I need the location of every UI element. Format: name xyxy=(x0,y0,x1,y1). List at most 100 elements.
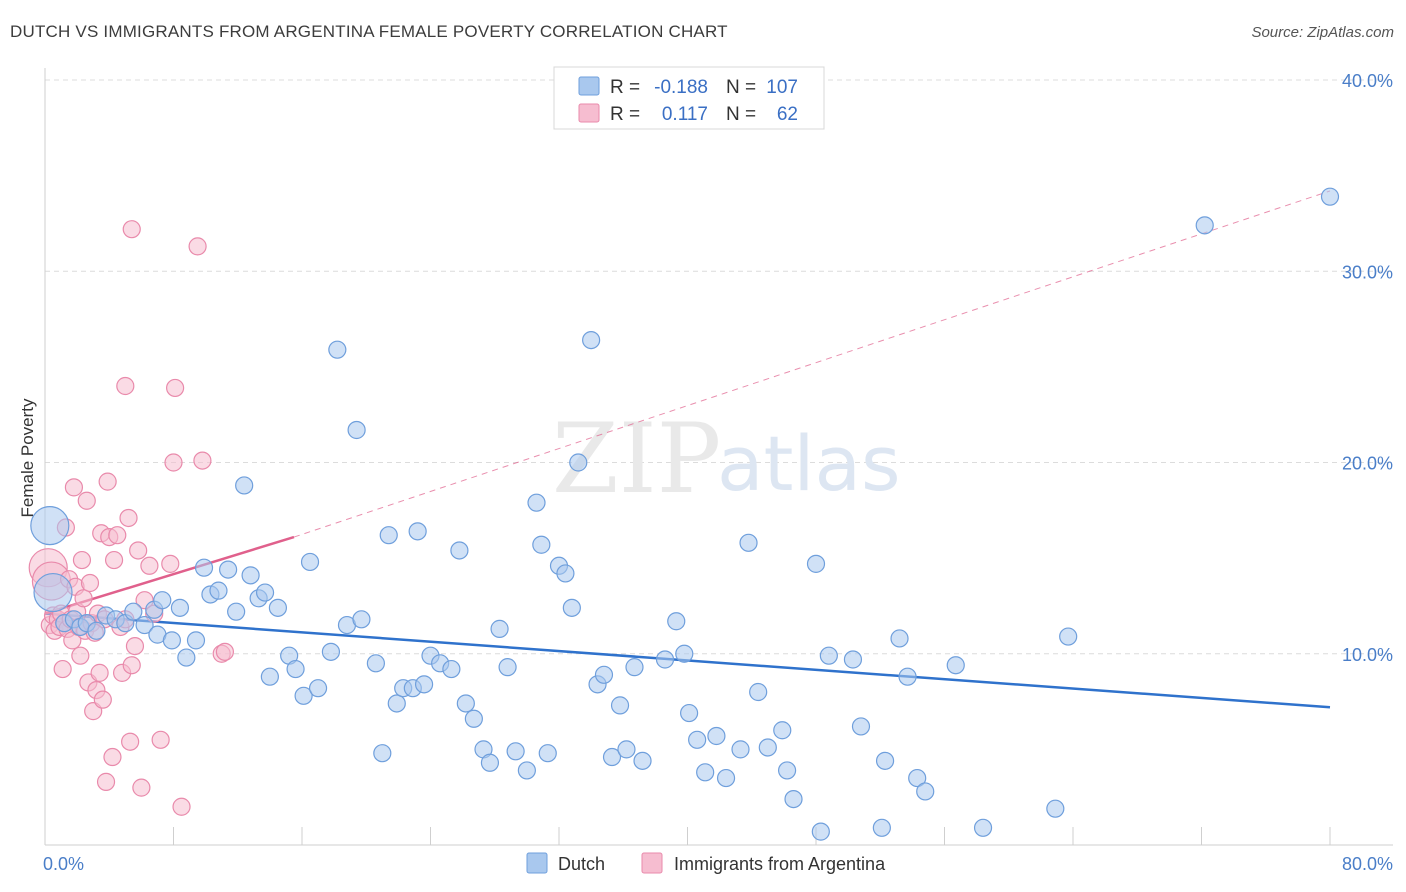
point-dutch-1 xyxy=(33,572,73,613)
point-dutch-100 xyxy=(916,782,935,801)
point-dutch-88 xyxy=(777,761,797,780)
bottom-legend-label-dutch: Dutch xyxy=(558,854,605,874)
point-dutch-55 xyxy=(480,753,500,772)
y-tick-label-30: 30.0% xyxy=(1342,262,1393,282)
chart-title: DUTCH VS IMMIGRANTS FROM ARGENTINA FEMAL… xyxy=(10,22,728,41)
point-dutch-85 xyxy=(749,682,768,702)
watermark-atlas: atlas xyxy=(717,419,901,508)
point-dutch-70 xyxy=(602,747,622,767)
point-dutch-84 xyxy=(739,533,758,552)
point-argentina-59 xyxy=(188,237,207,256)
point-dutch-103 xyxy=(1046,799,1065,818)
bottom-legend-label-argentina: Immigrants from Argentina xyxy=(674,854,886,874)
point-dutch-96 xyxy=(875,751,895,770)
point-dutch-21 xyxy=(209,581,228,600)
point-dutch-106 xyxy=(1320,187,1340,206)
point-argentina-21 xyxy=(74,589,93,608)
point-argentina-60 xyxy=(193,451,212,470)
point-dutch-34 xyxy=(308,679,328,698)
point-dutch-19 xyxy=(194,558,214,577)
point-dutch-73 xyxy=(625,658,644,677)
y-tick-label-20: 20.0% xyxy=(1342,454,1393,474)
point-dutch-6 xyxy=(87,621,106,640)
point-argentina-47 xyxy=(125,636,145,656)
point-dutch-29 xyxy=(268,598,288,617)
point-argentina-38 xyxy=(103,747,122,767)
point-dutch-72 xyxy=(617,740,636,759)
point-dutch-105 xyxy=(1195,216,1214,235)
point-dutch-69 xyxy=(594,665,614,684)
point-dutch-94 xyxy=(851,717,871,736)
point-dutch-36 xyxy=(328,340,347,359)
point-argentina-20 xyxy=(72,550,92,570)
point-argentina-23 xyxy=(77,491,96,510)
point-dutch-81 xyxy=(707,726,726,746)
point-dutch-40 xyxy=(366,654,385,673)
point-argentina-45 xyxy=(121,732,140,751)
point-dutch-15 xyxy=(162,631,181,650)
point-dutch-50 xyxy=(442,659,461,679)
point-argentina-46 xyxy=(122,656,141,675)
point-dutch-74 xyxy=(633,751,652,770)
point-dutch-14 xyxy=(153,591,172,610)
point-argentina-49 xyxy=(132,778,151,797)
point-dutch-23 xyxy=(227,602,246,621)
point-dutch-17 xyxy=(177,648,196,667)
point-dutch-46 xyxy=(408,522,427,541)
point-dutch-59 xyxy=(517,761,536,780)
point-argentina-39 xyxy=(104,550,124,570)
point-dutch-56 xyxy=(490,619,509,638)
point-dutch-82 xyxy=(716,768,736,788)
point-dutch-31 xyxy=(286,659,305,679)
legend-r-label-argentina: R = xyxy=(610,104,640,125)
point-dutch-64 xyxy=(556,564,575,583)
point-dutch-61 xyxy=(532,535,551,554)
point-dutch-98 xyxy=(898,667,917,686)
legend-n-label-dutch: N = xyxy=(726,77,756,98)
point-dutch-87 xyxy=(773,721,792,740)
legend-swatch-dutch xyxy=(578,76,600,96)
point-dutch-43 xyxy=(387,694,406,713)
point-dutch-0 xyxy=(30,506,70,546)
point-dutch-24 xyxy=(235,476,254,495)
point-dutch-33 xyxy=(300,552,320,572)
point-dutch-58 xyxy=(506,742,525,761)
point-argentina-58 xyxy=(164,453,183,472)
point-dutch-80 xyxy=(696,763,715,782)
source-label: Source: ZipAtlas.com xyxy=(1251,24,1394,41)
point-argentina-62 xyxy=(215,642,234,661)
point-argentina-19 xyxy=(71,646,90,665)
point-argentina-36 xyxy=(98,472,117,491)
point-dutch-25 xyxy=(241,566,260,585)
y-tick-label-40: 40.0% xyxy=(1342,71,1393,91)
point-argentina-35 xyxy=(96,772,116,791)
point-dutch-76 xyxy=(667,612,686,631)
point-argentina-31 xyxy=(90,663,109,682)
legend-n-label-argentina: N = xyxy=(726,104,756,125)
point-argentina-57 xyxy=(166,378,185,398)
legend-r-label-dutch: R = xyxy=(610,77,640,98)
point-dutch-35 xyxy=(321,642,341,661)
point-dutch-79 xyxy=(688,730,707,749)
legend-n-value-argentina: 62 xyxy=(777,104,798,125)
axes: 0.0% 80.0% xyxy=(43,68,1393,874)
y-tick-label-10: 10.0% xyxy=(1342,645,1393,665)
point-dutch-16 xyxy=(170,598,190,617)
point-dutch-86 xyxy=(758,738,777,757)
legend-r-value-argentina: 0.117 xyxy=(662,104,708,125)
point-dutch-101 xyxy=(946,656,965,675)
point-argentina-54 xyxy=(122,220,141,239)
point-dutch-62 xyxy=(538,744,557,763)
point-dutch-22 xyxy=(219,560,238,579)
point-argentina-15 xyxy=(64,478,84,497)
point-dutch-95 xyxy=(872,818,891,837)
point-argentina-25 xyxy=(80,573,100,593)
bottom-legend-swatch-argentina xyxy=(641,852,663,874)
point-argentina-56 xyxy=(161,554,180,573)
legend-n-value-dutch: 107 xyxy=(766,77,798,98)
point-dutch-102 xyxy=(973,818,993,837)
point-dutch-89 xyxy=(784,789,803,809)
point-dutch-67 xyxy=(582,331,601,350)
watermark: ZIP atlas xyxy=(552,403,901,515)
